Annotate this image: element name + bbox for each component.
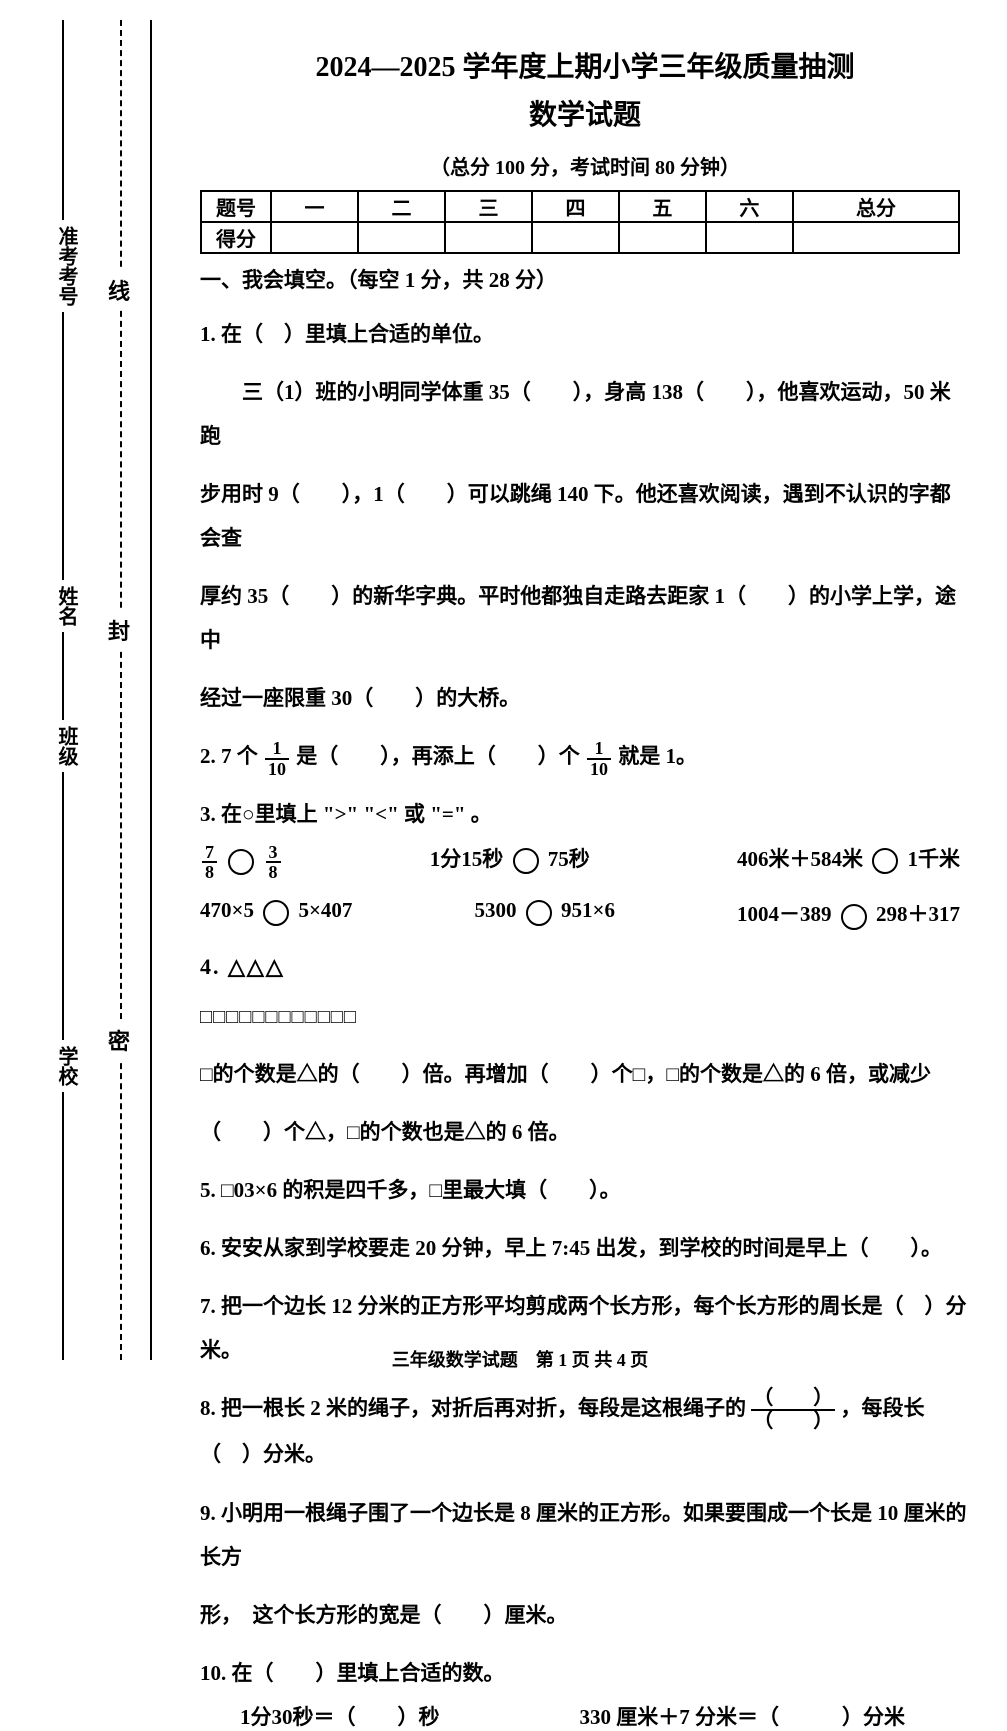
score-table: 题号 一 二 三 四 五 六 总分 得分 <box>200 190 960 254</box>
fraction-1-10: 110 <box>265 739 289 779</box>
q3-r1-item2: 1分15秒 75秒 <box>430 843 590 883</box>
fraction-7-8: 78 <box>202 843 217 883</box>
score-col: 六 <box>706 191 793 222</box>
q3-r1-item1: 78 38 <box>200 843 283 883</box>
page-subtitle: （总分 100 分，考试时间 80 分钟） <box>200 151 970 180</box>
table-row: 题号 一 二 三 四 五 六 总分 <box>201 191 959 222</box>
q6: 6. 安安从家到学校要走 20 分钟，早上 7:45 出发，到学校的时间是早上（… <box>200 1226 970 1270</box>
score-col: 三 <box>445 191 532 222</box>
seal-char-feng: 封 <box>108 610 130 650</box>
page-title-line2: 数学试题 <box>200 93 970 133</box>
compare-circle-icon <box>228 849 254 875</box>
q4-triangles: 4. △△△ <box>200 944 970 990</box>
q3-r2-item2: 5300 951×6 <box>474 898 614 929</box>
score-col: 五 <box>619 191 706 222</box>
q1-line3: 厚约 35（ ）的新华字典。平时他都独自走路去距家 1（ ）的小学上学，途中 <box>200 574 970 662</box>
q4-line1: □的个数是△的（ ）倍。再增加（ ）个□，□的个数是△的 6 倍，或减少 <box>200 1052 970 1096</box>
q5: 5. □03×6 的积是四千多，□里最大填（ ）。 <box>200 1168 970 1212</box>
score-cell <box>358 222 445 253</box>
score-cell <box>619 222 706 253</box>
compare-circle-icon <box>513 848 539 874</box>
margin-line-3 <box>150 20 152 1360</box>
q10-item-a: 1分30秒＝（ ）秒 <box>240 1701 440 1731</box>
section-1-heading: 一、我会填空。（每空 1 分，共 28 分） <box>200 264 970 298</box>
q2-part-c: 就是 1。 <box>618 744 697 768</box>
q3-row1: 78 38 1分15秒 75秒 406米＋584米 1千米 <box>200 843 970 883</box>
table-row: 得分 <box>201 222 959 253</box>
margin-label-exam-id: 准考考号 <box>52 220 81 312</box>
score-cell <box>271 222 358 253</box>
q2: 2. 7 个 110 是（ ），再添上（ ）个 110 就是 1。 <box>200 734 970 778</box>
q1-line2: 步用时 9（ ），1（ ）可以跳绳 140 下。他还喜欢阅读，遇到不认识的字都会… <box>200 472 970 560</box>
seal-char-mi: 密 <box>108 1020 130 1060</box>
q1-lead: 1. 在（ ）里填上合适的单位。 <box>200 312 970 356</box>
binding-margin: 准考考号 姓名 班级 学校 线 封 密 <box>60 20 180 1360</box>
q10-lead: 10. 在（ ）里填上合适的数。 <box>200 1651 970 1695</box>
q3-r2-item3: 1004－389 298＋317 <box>737 898 960 929</box>
q10-row: 1分30秒＝（ ）秒 330 厘米＋7 分米＝（ ）分米 <box>200 1701 970 1731</box>
score-cell <box>445 222 532 253</box>
q4-line2: （ ）个△，□的个数也是△的 6 倍。 <box>200 1110 970 1154</box>
compare-circle-icon <box>841 904 867 930</box>
q3-r2-item1: 470×5 5×407 <box>200 898 352 929</box>
score-col: 四 <box>532 191 619 222</box>
q10-item-b: 330 厘米＋7 分米＝（ ）分米 <box>580 1701 906 1731</box>
score-col: 二 <box>358 191 445 222</box>
margin-label-name: 姓名 <box>52 580 81 632</box>
q2-part-b: 是（ ），再添上（ ）个 <box>296 744 580 768</box>
score-row-label: 题号 <box>201 191 271 222</box>
score-col: 总分 <box>793 191 959 222</box>
margin-label-school: 学校 <box>52 1040 81 1092</box>
blank-fraction: （ ） （ ） <box>751 1388 835 1432</box>
compare-circle-icon <box>263 900 289 926</box>
seal-char-xian: 线 <box>108 270 130 310</box>
q3-r1-item3: 406米＋584米 1千米 <box>737 843 960 883</box>
score-row-label: 得分 <box>201 222 271 253</box>
q9-line2: 形， 这个长方形的宽是（ ）厘米。 <box>200 1593 970 1637</box>
q3-lead: 3. 在○里填上 ">" "<" 或 "=" 。 <box>200 792 970 836</box>
q4-boxes: □□□□□□□□□□□□ <box>200 996 970 1038</box>
margin-label-class: 班级 <box>52 720 81 772</box>
score-col: 一 <box>271 191 358 222</box>
fraction-1-10: 110 <box>587 739 611 779</box>
q9-line1: 9. 小明用一根绳子围了一个边长是 8 厘米的正方形。如果要围成一个长是 10 … <box>200 1491 970 1579</box>
q3-row2: 470×5 5×407 5300 951×6 1004－389 298＋317 <box>200 898 970 929</box>
content-area: 2024—2025 学年度上期小学三年级质量抽测 数学试题 （总分 100 分，… <box>200 35 970 1731</box>
q1-line1: 三（1）班的小明同学体重 35（ ），身高 138（ ），他喜欢运动，50 米跑 <box>200 370 970 458</box>
compare-circle-icon <box>526 900 552 926</box>
margin-line-dashed <box>120 20 122 1360</box>
score-cell <box>793 222 959 253</box>
compare-circle-icon <box>872 848 898 874</box>
fraction-3-8: 38 <box>266 843 281 883</box>
page-title-line1: 2024—2025 学年度上期小学三年级质量抽测 <box>200 45 970 85</box>
score-cell <box>706 222 793 253</box>
q1-line4: 经过一座限重 30（ ）的大桥。 <box>200 676 970 720</box>
q2-part-a: 2. 7 个 <box>200 744 258 768</box>
score-cell <box>532 222 619 253</box>
page-footer: 三年级数学试题 第 1 页 共 4 页 <box>60 1346 980 1372</box>
